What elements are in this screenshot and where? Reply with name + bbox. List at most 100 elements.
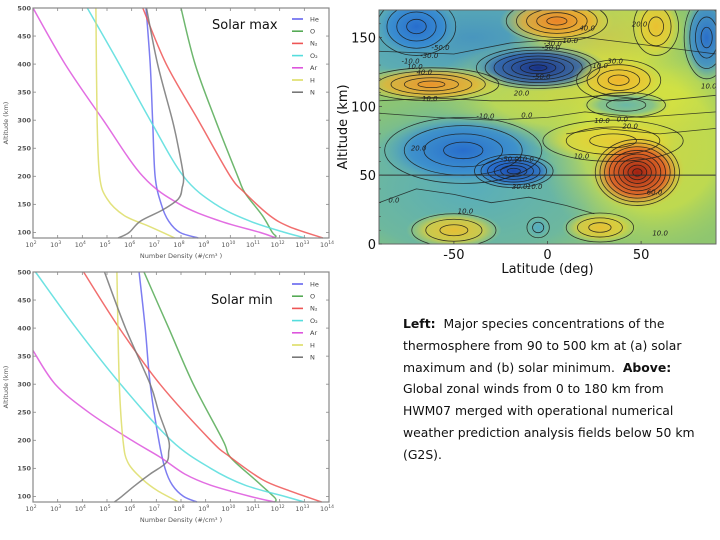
legend-label: H xyxy=(310,76,315,84)
contour-line xyxy=(565,126,661,155)
x-tick-label: 1013 xyxy=(295,504,309,513)
solar-max-x-axis-label: Number Density (#/cm³ ) xyxy=(140,252,222,260)
heatmap-cell xyxy=(561,211,639,244)
heatmap-x-axis-label: Latitude (deg) xyxy=(501,262,593,277)
contour-line xyxy=(516,10,598,38)
solar-min-y-axis-label: Altitude (km) xyxy=(2,366,10,409)
y-tick-label: 500 xyxy=(17,4,31,12)
solar-max-series xyxy=(32,7,324,239)
legend-label: O xyxy=(310,293,315,301)
x-tick-label: 1011 xyxy=(246,504,260,513)
y-tick-label: 100 xyxy=(17,229,31,237)
contour-line xyxy=(406,18,427,35)
y-tick-label: 300 xyxy=(17,380,31,388)
contour-label: 30.0 xyxy=(512,183,528,191)
contour-line xyxy=(386,10,447,49)
contour-line xyxy=(379,67,500,102)
contour-line xyxy=(379,70,486,98)
contour-line xyxy=(604,146,671,199)
legend-label: He xyxy=(310,15,319,23)
contour-line xyxy=(608,150,666,195)
contour-line xyxy=(379,188,595,215)
contour-label: 0.0 xyxy=(617,115,629,123)
contour-line xyxy=(576,59,662,102)
series-line-n xyxy=(82,271,322,503)
contour-line xyxy=(505,10,608,43)
x-tick-label: 106 xyxy=(124,240,135,249)
caption-above-text: Global zonal winds from 0 to 180 km from… xyxy=(403,381,695,462)
contour-line xyxy=(588,222,612,233)
x-tick-label: 50 xyxy=(633,248,650,263)
y-tick-label: 150 xyxy=(17,201,31,209)
contour-line xyxy=(390,74,473,95)
solar-max-legend: He O N₂ O₂ Ar HN xyxy=(292,15,319,97)
y-tick-label: 450 xyxy=(17,32,31,40)
contour-line xyxy=(417,80,446,89)
contour-label: 20.0 xyxy=(514,89,530,97)
contour-label: 20.0 xyxy=(411,144,427,152)
caption-above-label: Above: xyxy=(622,359,672,375)
contour-line xyxy=(566,128,716,135)
contour-line xyxy=(640,10,672,47)
contour-label: -50.0 xyxy=(533,73,552,81)
legend-label: N₂ xyxy=(310,305,318,313)
solar-min-x-ticks: 102 103 104 105 106 107 108 109 1010 1011 1012 1013… xyxy=(25,272,334,513)
heatmap-cell xyxy=(630,10,682,60)
solar-min-chart: 102 103 104 105 106 107 108 109 1010 1011 1012 1013… xyxy=(2,268,334,524)
contour-label: 0.0 xyxy=(388,197,400,205)
contour-line xyxy=(683,10,716,80)
contour-labels: -50.0-30.0-10.010.040.010.0-10.0 0.020.0-… xyxy=(388,21,716,238)
x-tick-label: 1010 xyxy=(221,504,235,513)
contour-line xyxy=(565,212,635,243)
contour-label: 10.0 xyxy=(422,95,438,103)
legend-label: N₂ xyxy=(310,40,318,48)
contour-line xyxy=(528,64,548,72)
heatmap-cell xyxy=(581,90,671,120)
x-tick-label: 104 xyxy=(75,240,86,249)
solar-min-y-ticks: 100 150 200 250 300 350 400 450 500 xyxy=(17,268,329,501)
contour-line xyxy=(439,224,469,237)
contour-label: 10.0 xyxy=(527,183,543,191)
x-tick-label: 108 xyxy=(173,240,184,249)
figure-caption: Left: Major species concentrations of th… xyxy=(403,313,703,466)
heatmap-cell xyxy=(525,215,551,240)
contour-line xyxy=(586,92,666,118)
x-tick-label: -50 xyxy=(443,248,464,263)
series-line-he xyxy=(138,271,198,503)
contour-line xyxy=(594,139,680,206)
contour-line xyxy=(493,162,534,180)
contour-line xyxy=(689,10,716,69)
contour-line xyxy=(577,217,623,238)
heatmap-cell xyxy=(499,10,615,45)
contour-line xyxy=(632,168,643,177)
heatmap-y-ticks: 0 50 100 150 xyxy=(351,23,382,253)
series-line-he xyxy=(145,7,199,239)
y-tick-label: 100 xyxy=(351,100,376,115)
x-tick-label: 109 xyxy=(198,504,209,513)
x-tick-label: 1014 xyxy=(320,504,334,513)
legend-label: He xyxy=(310,280,319,288)
y-tick-label: 400 xyxy=(17,60,31,68)
solar-min-plot-frame xyxy=(32,271,330,503)
contour-label: 0.0 xyxy=(521,111,533,119)
x-tick-label: 1014 xyxy=(320,240,334,249)
legend-label: Ar xyxy=(310,64,317,72)
contour-line xyxy=(520,61,557,75)
contour-line xyxy=(379,10,457,56)
heatmap-cell xyxy=(570,56,667,104)
contour-label: 10.0 xyxy=(458,208,474,216)
contour-label: 10.0 xyxy=(594,117,610,125)
heatmap-cell xyxy=(379,10,461,60)
y-tick-label: 350 xyxy=(17,88,31,96)
solar-max-plot-frame xyxy=(32,7,330,239)
x-tick-label: 103 xyxy=(50,240,61,249)
heatmap-contours xyxy=(379,10,716,244)
x-tick-label: 107 xyxy=(149,504,160,513)
contour-line xyxy=(613,153,662,192)
series-line-h xyxy=(116,271,179,503)
contour-label: -50.0 xyxy=(501,155,520,163)
y-tick-label: 200 xyxy=(17,437,31,445)
solar-min-x-axis-label: Number Density (#/cm³ ) xyxy=(140,516,222,524)
legend-label: O₂ xyxy=(310,52,318,60)
y-tick-label: 250 xyxy=(17,145,31,153)
